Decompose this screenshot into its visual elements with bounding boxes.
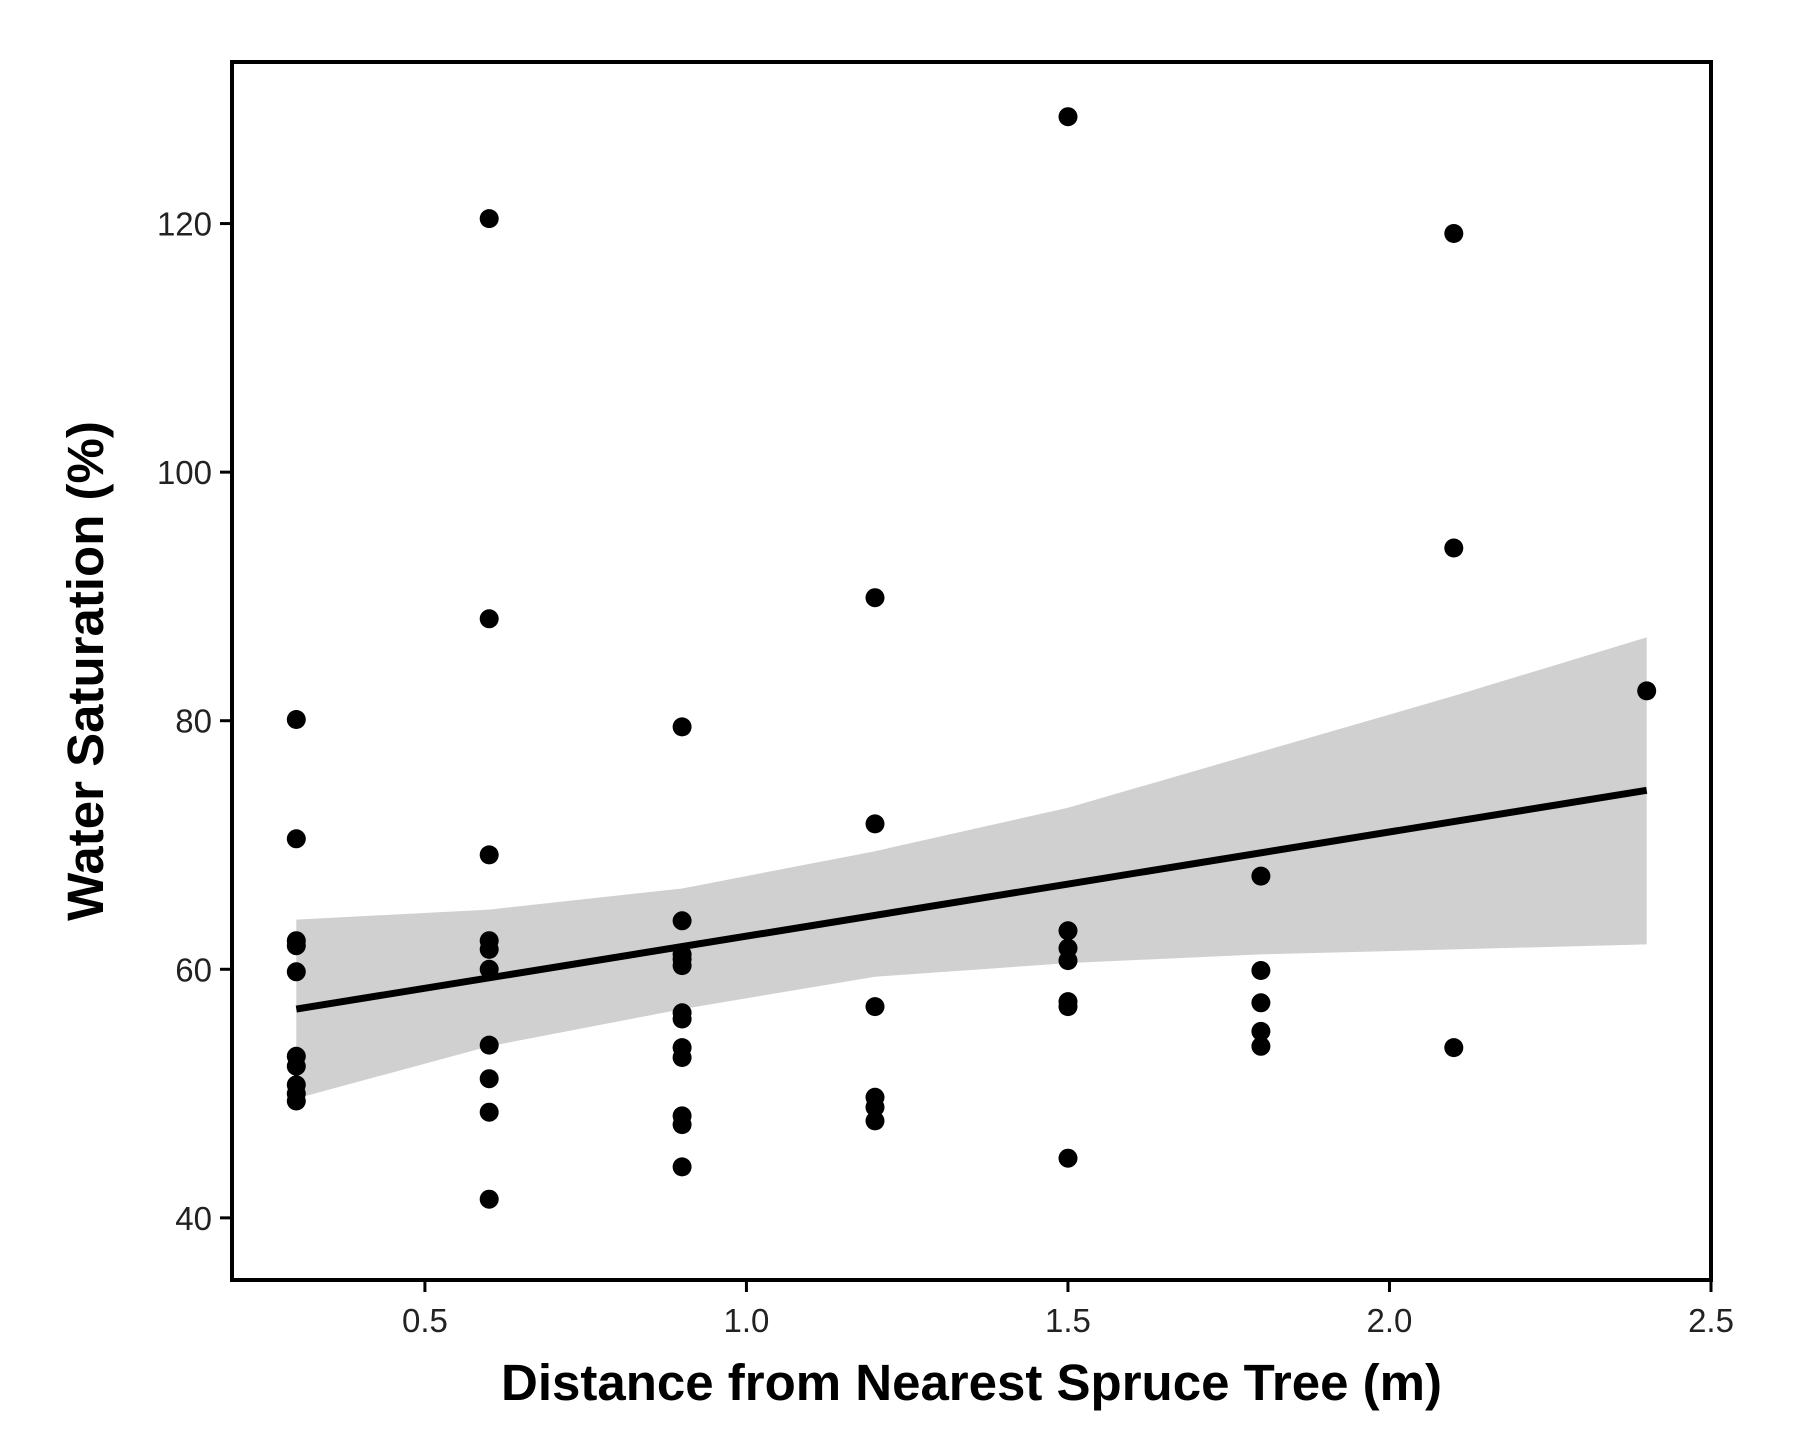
x-tick-label: 1.5 bbox=[1045, 1302, 1091, 1339]
data-point bbox=[479, 1102, 499, 1122]
data-point bbox=[479, 209, 499, 229]
x-tick-label: 2.0 bbox=[1367, 1302, 1413, 1339]
data-point bbox=[865, 997, 885, 1017]
data-point bbox=[286, 1091, 306, 1111]
plot-frame bbox=[230, 60, 1713, 1282]
x-axis-title: Distance from Nearest Spruce Tree (m) bbox=[501, 1354, 1442, 1411]
data-point bbox=[479, 845, 499, 865]
data-point bbox=[1058, 951, 1078, 971]
data-point bbox=[286, 962, 306, 982]
y-tick-label: 80 bbox=[175, 703, 212, 740]
y-tick-label: 60 bbox=[175, 951, 212, 988]
data-point bbox=[672, 1157, 692, 1177]
x-tick-label: 0.5 bbox=[402, 1302, 448, 1339]
y-axis: 40 60 80 100 120 bbox=[157, 206, 232, 1237]
y-tick-label: 40 bbox=[175, 1200, 212, 1237]
data-point bbox=[479, 1035, 499, 1055]
data-point bbox=[479, 1069, 499, 1089]
data-point bbox=[865, 588, 885, 608]
data-point bbox=[1251, 993, 1271, 1013]
points-layer bbox=[286, 107, 1657, 1209]
data-point bbox=[672, 1009, 692, 1029]
data-point bbox=[1444, 224, 1464, 243]
data-point bbox=[286, 936, 306, 956]
data-point bbox=[1444, 538, 1464, 558]
data-point bbox=[1251, 866, 1271, 886]
x-tick-label: 2.5 bbox=[1688, 1302, 1734, 1339]
y-tick-label: 120 bbox=[157, 206, 212, 243]
regression-line-layer bbox=[295, 786, 1648, 1013]
data-point bbox=[1058, 1148, 1078, 1168]
data-point bbox=[1058, 997, 1078, 1017]
confidence-band-layer bbox=[296, 637, 1647, 1099]
x-axis: 0.5 1.0 1.5 2.0 2.5 bbox=[402, 1280, 1734, 1339]
data-point bbox=[865, 814, 885, 834]
data-point bbox=[865, 1097, 885, 1117]
data-point bbox=[479, 1189, 499, 1209]
data-point bbox=[1251, 1021, 1271, 1041]
data-point bbox=[672, 956, 692, 976]
data-point bbox=[1058, 107, 1078, 127]
data-point bbox=[672, 911, 692, 931]
data-point bbox=[1444, 1038, 1464, 1058]
data-point bbox=[286, 1056, 306, 1076]
data-point bbox=[286, 829, 306, 849]
data-point bbox=[479, 609, 499, 629]
x-tick-label: 1.0 bbox=[723, 1302, 769, 1339]
data-point bbox=[1058, 921, 1078, 941]
data-point bbox=[479, 939, 499, 959]
data-point bbox=[865, 1111, 885, 1131]
data-point bbox=[1637, 681, 1657, 701]
y-tick-label: 100 bbox=[157, 454, 212, 491]
data-point bbox=[1251, 1036, 1271, 1056]
data-point bbox=[672, 1115, 692, 1135]
data-point bbox=[672, 717, 692, 737]
data-point bbox=[1251, 961, 1271, 980]
y-axis-title: Water Saturation (%) bbox=[57, 421, 114, 921]
confidence-band bbox=[296, 637, 1647, 1099]
data-point bbox=[672, 1048, 692, 1067]
data-point bbox=[286, 710, 306, 729]
regression-line bbox=[295, 786, 1648, 1013]
